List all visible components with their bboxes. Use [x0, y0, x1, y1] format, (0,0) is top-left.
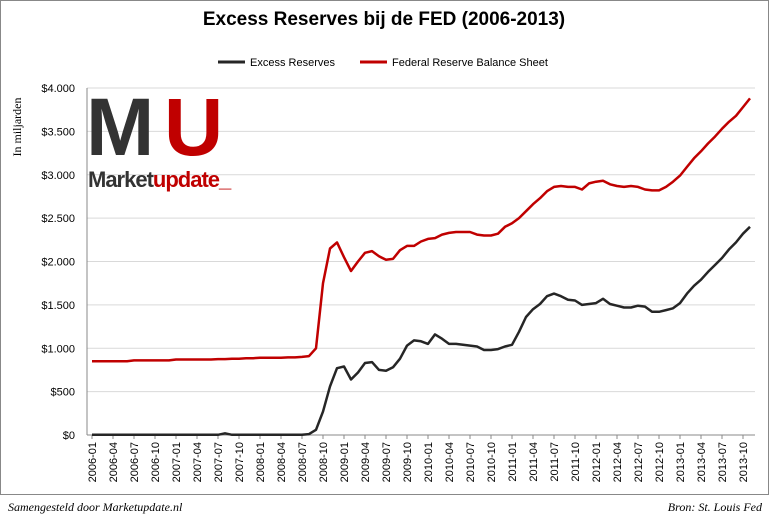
x-tick-label: 2010-04: [444, 442, 456, 482]
x-tick-label: 2011-04: [528, 442, 540, 482]
y-tick-label: $4.000: [41, 83, 75, 95]
x-tick-label: 2008-01: [255, 442, 267, 482]
x-tick-label: 2010-01: [423, 442, 435, 482]
x-tick-label: 2009-10: [402, 442, 414, 482]
x-tick-label: 2012-10: [654, 442, 666, 482]
x-tick-label: 2006-10: [150, 442, 162, 482]
logo-letter: U: [164, 82, 223, 173]
x-tick-label: 2009-01: [339, 442, 351, 482]
footer-source-right: Bron: St. Louis Fed: [668, 500, 763, 514]
x-tick-label: 2008-07: [297, 442, 309, 482]
x-tick-label: 2011-07: [549, 442, 561, 482]
footer-source-left: Samengesteld door Marketupdate.nl: [8, 500, 183, 514]
logo-word: Marketupdate_: [88, 167, 232, 192]
y-tick-label: $2.500: [41, 213, 75, 225]
x-tick-label: 2012-04: [612, 442, 624, 482]
y-tick-label: $1.500: [41, 300, 75, 312]
x-tick-label: 2006-04: [108, 442, 120, 482]
y-tick-label: $0: [63, 430, 75, 442]
x-tick-label: 2011-01: [507, 442, 519, 482]
legend-label: Federal Reserve Balance Sheet: [392, 57, 548, 69]
y-tick-label: $500: [51, 387, 75, 399]
x-tick-label: 2007-04: [192, 442, 204, 482]
x-tick-label: 2011-10: [570, 442, 582, 482]
x-tick-label: 2006-07: [129, 442, 141, 482]
x-tick-label: 2006-01: [87, 442, 99, 482]
logo-word-part: update_: [153, 167, 232, 192]
x-tick-label: 2008-10: [318, 442, 330, 482]
x-tick-label: 2013-04: [696, 442, 708, 482]
logo: M U Marketupdate_: [86, 82, 233, 192]
x-tick-label: 2007-07: [213, 442, 225, 482]
x-tick-label: 2009-04: [360, 442, 372, 482]
x-tick-label: 2008-04: [276, 442, 288, 482]
chart-border: [0, 0, 769, 495]
x-tick-label: 2009-07: [381, 442, 393, 482]
y-axis-label: In miljarden: [10, 98, 24, 157]
x-tick-label: 2007-01: [171, 442, 183, 482]
y-tick-label: $3.000: [41, 170, 75, 182]
x-tick-label: 2013-10: [738, 442, 750, 482]
x-tick-label: 2013-01: [675, 442, 687, 482]
y-tick-label: $2.000: [41, 257, 75, 269]
x-tick-label: 2012-01: [591, 442, 603, 482]
logo-word-part: Market: [88, 167, 155, 192]
chart-title: Excess Reserves bij de FED (2006-2013): [203, 9, 565, 30]
logo-letter: M: [86, 82, 149, 173]
legend-label: Excess Reserves: [250, 57, 335, 69]
series-line: [92, 225, 751, 437]
x-tick-label: 2010-10: [486, 442, 498, 482]
x-tick-label: 2010-07: [465, 442, 477, 482]
x-tick-label: 2012-07: [633, 442, 645, 482]
y-tick-label: $1.000: [41, 343, 75, 355]
x-tick-label: 2007-10: [234, 442, 246, 482]
series-line: [92, 97, 751, 363]
y-tick-label: $3.500: [41, 126, 75, 138]
x-tick-label: 2013-07: [717, 442, 729, 482]
